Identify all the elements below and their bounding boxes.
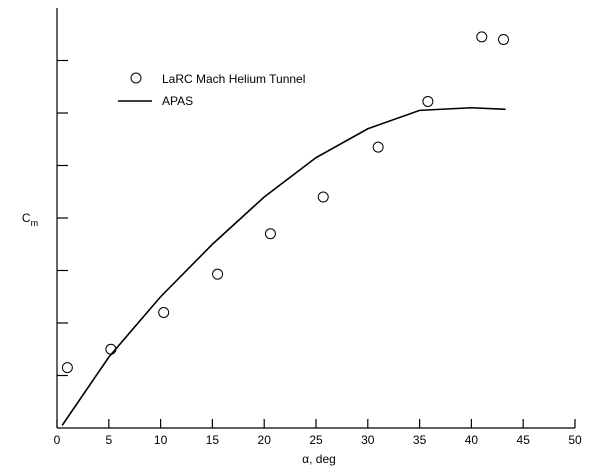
y-axis-title: Cm (22, 211, 38, 228)
x-tick-label: 35 (413, 433, 427, 447)
legend-label-larc: LaRC Mach Helium Tunnel (162, 72, 305, 86)
legend-label-apas: APAS (162, 94, 193, 108)
data-point-larc (476, 31, 488, 43)
data-point-larc (372, 141, 384, 153)
x-tick-label: 50 (568, 433, 582, 447)
x-tick-label: 30 (361, 433, 375, 447)
data-point-larc (105, 343, 117, 355)
x-ticks: 0 5 10 15 20 25 30 35 40 45 50 (54, 419, 582, 447)
data-point-larc (61, 362, 73, 374)
x-tick-label: 0 (54, 433, 61, 447)
data-point-larc (498, 34, 510, 45)
x-tick-label: 45 (517, 433, 531, 447)
x-tick-label: 25 (309, 433, 323, 447)
data-point-larc (317, 191, 329, 203)
legend-marker-circle (130, 72, 142, 84)
x-tick-label: 20 (258, 433, 272, 447)
series-layer (61, 31, 510, 426)
data-point-larc (212, 268, 224, 280)
data-point-larc (158, 307, 170, 318)
x-tick-label: 10 (154, 433, 168, 447)
x-tick-label: 15 (206, 433, 220, 447)
y-axis-title-main: C (22, 211, 31, 225)
x-tick-label: 40 (465, 433, 479, 447)
axes (56, 8, 575, 429)
x-tick-label: 5 (105, 433, 112, 447)
legend: LaRC Mach Helium Tunnel APAS (118, 72, 305, 108)
y-ticks (57, 59, 68, 377)
data-point-larc (264, 228, 276, 240)
x-axis-title: α, deg (302, 452, 336, 466)
series-line-apas (61, 106, 506, 426)
data-point-larc (422, 95, 434, 107)
y-axis-title-subscript: m (31, 218, 39, 228)
